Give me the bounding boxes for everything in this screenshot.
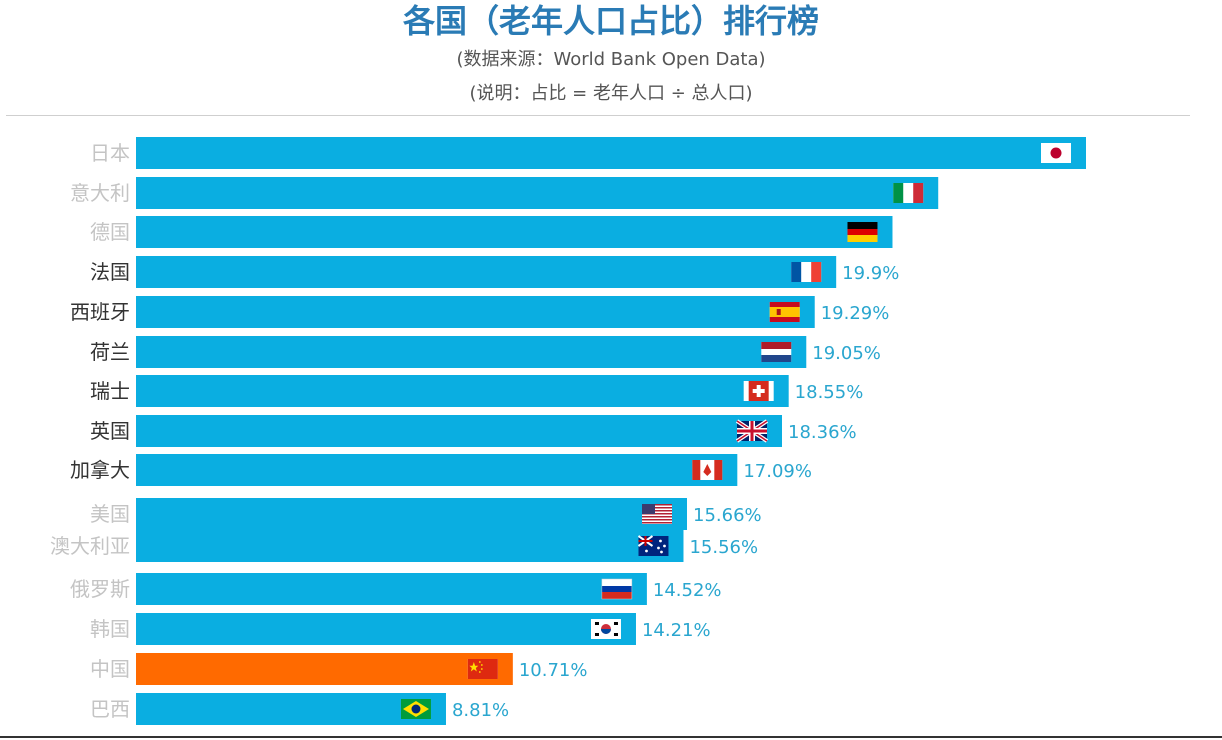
china-flag-icon [467,659,498,679]
bar [136,613,636,645]
category-label: 澳大利亚 [50,534,130,558]
bar [136,530,684,562]
bottom-rule [0,736,1222,738]
category-label: 德国 [90,220,130,244]
data-source-note: (数据来源：World Bank Open Data) [456,49,766,70]
value-label: 19.05% [812,343,881,364]
bar-row-1: 日本 [90,137,1086,169]
bar-row-4: 法国 19.9% [90,256,899,288]
bar-row-3: 德国 [90,216,893,248]
value-label: 19.9% [842,263,899,284]
value-label: 18.55% [795,382,864,403]
spain-flag-icon [769,302,800,322]
south-korea-flag-icon [590,619,621,639]
bar-row-13: 韩国 14.21% [90,613,711,645]
bar-row-15: 巴西 8.81% [90,693,509,725]
category-label: 中国 [90,657,130,681]
chart-title: 各国（老年人口占比）排行榜 [402,2,819,40]
value-label: 18.36% [788,422,857,443]
value-label: 19.29% [821,303,890,324]
bar-row-9: 加拿大 17.09% [70,454,812,486]
bar-row-7: 瑞士 18.55% [90,375,863,407]
bar [136,137,1086,169]
switzerland-flag-icon [743,381,774,401]
category-label: 意大利 [70,181,130,205]
uk-flag-icon [735,419,769,443]
bar-row-12: 俄罗斯 14.52% [70,573,722,605]
netherlands-flag-icon [761,342,792,362]
ratio-explanation-note: (说明：占比 = 老年人口 ÷ 总人口) [469,83,753,104]
category-label: 法国 [90,260,130,284]
australia-flag-icon [637,535,669,556]
category-label: 俄罗斯 [70,577,130,601]
value-label: 15.56% [689,537,758,558]
bar [136,498,687,530]
bar [136,653,513,685]
bar-row-2: 意大利 [70,177,939,209]
category-label: 加拿大 [70,458,130,482]
usa-flag-icon [642,504,672,524]
bar-row-6: 荷兰 19.05% [90,336,881,368]
russia-flag-icon [601,578,633,600]
value-label: 14.21% [642,620,711,641]
bar-row-8: 英国 18.36% [90,415,857,447]
bar [136,693,446,725]
bar [136,375,789,407]
category-label: 美国 [90,502,130,526]
bar [136,454,738,486]
value-label: 15.66% [693,505,762,526]
bar-row-5: 西班牙 19.29% [70,296,889,328]
value-label: 8.81% [452,700,509,721]
bar [136,256,837,288]
germany-flag-icon [847,222,878,242]
category-label: 英国 [90,419,130,443]
chart-header: 各国（老年人口占比）排行榜 (数据来源：World Bank Open Data… [0,0,1222,116]
category-label: 日本 [90,141,130,165]
bar-row-14: 中国 10.71% [90,653,587,685]
category-label: 巴西 [90,697,130,721]
value-label: 17.09% [743,461,812,482]
canada-flag-icon [692,460,723,480]
bar [136,216,893,248]
italy-flag-icon [893,183,924,203]
bar [136,415,782,447]
france-flag-icon [791,262,822,282]
category-label: 韩国 [90,617,130,641]
bar [136,177,939,209]
bar-row-11: 澳大利亚 15.56% [50,530,758,562]
category-label: 荷兰 [90,340,130,364]
japan-flag-icon [1041,143,1071,163]
value-label: 14.52% [653,580,722,601]
bar [136,573,647,605]
header-divider [6,115,1190,116]
category-label: 西班牙 [70,300,130,324]
bar-row-10: 美国 15.66% [90,498,762,530]
bar [136,296,815,328]
brazil-flag-icon [400,699,431,719]
bar [136,336,807,368]
category-label: 瑞士 [90,379,130,403]
value-label: 10.71% [519,660,588,681]
